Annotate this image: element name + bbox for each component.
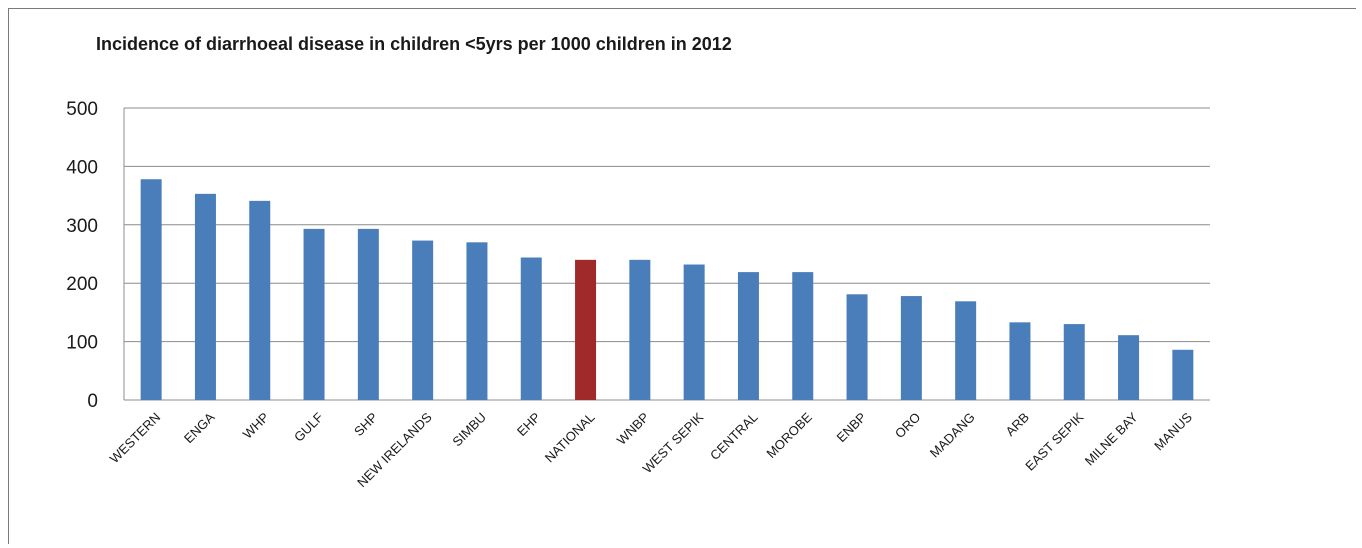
bar-east-sepik <box>1063 324 1085 400</box>
bar-western <box>140 179 162 400</box>
x-tick-label: CENTRAL <box>707 410 761 464</box>
gridlines <box>123 107 1210 401</box>
bar-ehp <box>520 257 542 400</box>
bar-gulf <box>303 228 325 400</box>
x-tick-label: MOROBE <box>763 409 815 461</box>
bar-wnbp <box>629 259 651 400</box>
bar-oro <box>900 296 922 400</box>
bar-simbu <box>466 242 488 400</box>
y-tick-label: 100 <box>66 333 98 354</box>
chart-title: Incidence of diarrhoeal disease in child… <box>96 34 732 54</box>
x-tick-label: MILNE BAY <box>1082 409 1141 468</box>
x-tick-label: SIMBU <box>449 410 489 450</box>
y-axis-ticks: 0 100 200 300 400 500 <box>66 99 98 412</box>
bar-manus <box>1172 349 1194 400</box>
y-tick-label: 300 <box>66 216 98 237</box>
x-tick-label: WESTERN <box>107 410 164 467</box>
bar-whp <box>249 200 271 400</box>
bar-arb <box>1009 322 1031 400</box>
bar-national <box>575 259 597 400</box>
x-tick-label: MANUS <box>1151 409 1195 453</box>
x-tick-label: MADANG <box>927 410 978 461</box>
bar-enbp <box>846 294 868 400</box>
bars <box>140 179 1194 400</box>
x-tick-label: EAST SEPIK <box>1022 409 1086 473</box>
x-tick-label: ENBP <box>834 410 870 446</box>
x-tick-label: NATIONAL <box>542 410 598 466</box>
y-tick-label: 500 <box>66 99 98 120</box>
bar-enga <box>194 193 216 400</box>
x-tick-label: WNBP <box>614 410 652 448</box>
x-tick-label: ENGA <box>181 409 218 446</box>
x-tick-label: SHP <box>351 410 381 440</box>
bar-central <box>737 272 759 400</box>
x-tick-label: ORO <box>892 410 924 442</box>
bar-west-sepik <box>683 264 705 400</box>
y-tick-label: 200 <box>66 274 98 295</box>
x-tick-label: EHP <box>514 410 544 440</box>
bar-morobe <box>792 272 814 400</box>
bar-new-irelands <box>412 240 434 400</box>
chart-frame <box>8 8 1356 544</box>
bar-milne-bay <box>1118 335 1140 400</box>
x-tick-label: GULF <box>291 409 326 444</box>
bar-shp <box>357 228 379 400</box>
y-tick-label: 400 <box>66 157 98 178</box>
bar-madang <box>955 301 977 400</box>
y-tick-label: 0 <box>87 391 98 412</box>
x-tick-label: WHP <box>240 410 272 442</box>
x-tick-label: ARB <box>1003 410 1033 440</box>
